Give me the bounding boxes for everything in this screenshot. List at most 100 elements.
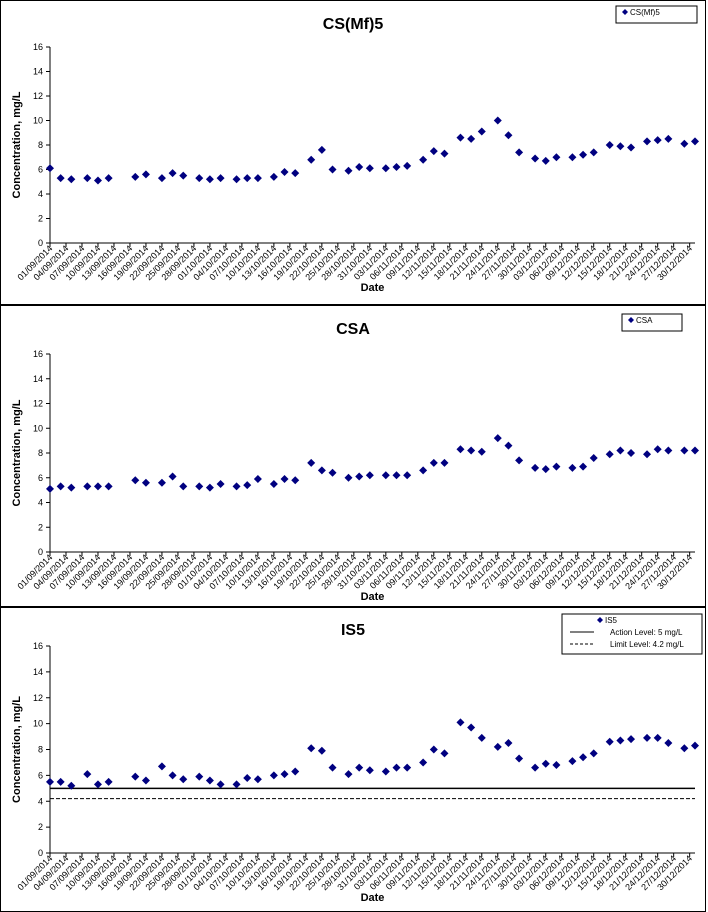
data-point	[179, 171, 188, 180]
data-point	[131, 476, 140, 485]
data-point	[328, 165, 337, 174]
data-point	[589, 749, 598, 758]
x-axis-label: Date	[361, 591, 385, 603]
data-point	[477, 127, 486, 136]
y-tick-label: 14	[33, 67, 43, 77]
data-point	[504, 739, 513, 748]
y-tick-label: 12	[33, 91, 43, 101]
data-point	[56, 482, 65, 491]
data-point	[381, 164, 390, 173]
data-point	[531, 463, 540, 472]
data-point	[419, 466, 428, 475]
data-point	[291, 169, 300, 178]
data-point	[568, 153, 577, 162]
data-point	[46, 777, 54, 786]
legend-box	[621, 313, 683, 332]
y-axis-label: Concentration, mg/L	[11, 696, 23, 803]
data-point	[579, 462, 588, 471]
data-point	[365, 766, 374, 775]
y-tick-label: 10	[33, 116, 43, 126]
data-point	[515, 456, 524, 465]
legend-box	[615, 5, 698, 24]
data-point	[307, 458, 316, 467]
data-point	[440, 749, 449, 758]
data-point	[328, 468, 337, 477]
data-point	[280, 167, 289, 176]
data-point	[280, 770, 289, 779]
data-point	[552, 462, 561, 471]
x-axis-label: Date	[361, 282, 385, 294]
y-tick-label: 8	[38, 448, 43, 458]
data-point	[157, 174, 166, 183]
y-tick-label: 2	[38, 822, 43, 832]
data-point	[216, 479, 225, 488]
data-point	[456, 133, 465, 142]
legend-label: IS5	[605, 616, 618, 625]
y-tick-label: 4	[38, 189, 43, 199]
data-point	[104, 482, 113, 491]
data-point	[243, 481, 252, 490]
data-point	[253, 775, 262, 784]
data-point	[403, 161, 412, 170]
data-point	[531, 763, 540, 772]
data-point	[131, 772, 140, 781]
y-tick-label: 12	[33, 693, 43, 703]
legend-label: CS(Mf)5	[630, 8, 660, 17]
y-tick-label: 12	[33, 399, 43, 409]
data-point	[541, 759, 550, 768]
data-point	[605, 141, 614, 149]
data-point	[493, 116, 502, 125]
y-tick-label: 0	[38, 848, 43, 858]
data-point	[467, 723, 476, 732]
x-axis-label: Date	[361, 892, 385, 904]
data-point	[232, 175, 241, 184]
data-point	[440, 149, 449, 158]
data-point	[403, 471, 412, 480]
data-point	[317, 466, 326, 475]
data-point	[216, 780, 225, 789]
data-point	[243, 773, 252, 782]
data-point	[83, 174, 92, 183]
data-point	[579, 753, 588, 762]
data-point	[195, 482, 204, 491]
data-point	[157, 478, 166, 487]
y-axis-label: Concentration, mg/L	[11, 91, 23, 198]
data-point	[579, 150, 588, 159]
data-point	[568, 757, 577, 766]
data-point	[205, 776, 214, 785]
data-point	[691, 137, 699, 146]
y-tick-label: 6	[38, 165, 43, 175]
data-point	[664, 739, 673, 748]
data-point	[104, 174, 113, 183]
legend-marker	[597, 617, 603, 623]
data-point	[328, 763, 337, 772]
data-point	[67, 781, 76, 790]
data-point	[477, 447, 486, 456]
data-point	[141, 478, 150, 487]
data-point	[616, 446, 625, 455]
data-point	[627, 735, 636, 744]
data-point	[93, 482, 102, 491]
data-point	[419, 155, 428, 164]
chart-title: IS5	[341, 622, 365, 639]
data-point	[205, 483, 214, 492]
data-point	[195, 772, 204, 781]
data-point	[653, 733, 662, 742]
data-point	[157, 762, 166, 771]
data-point	[691, 446, 699, 455]
data-point	[365, 164, 374, 173]
y-tick-label: 16	[33, 349, 43, 359]
data-point	[605, 450, 614, 459]
data-point	[291, 767, 300, 776]
data-point	[344, 473, 353, 482]
y-tick-label: 0	[38, 547, 43, 557]
data-point	[419, 758, 428, 767]
y-tick-label: 8	[38, 140, 43, 150]
data-point	[392, 471, 401, 480]
y-tick-label: 16	[33, 42, 43, 52]
data-point	[67, 483, 76, 492]
y-axis-label: Concentration, mg/L	[11, 399, 23, 506]
data-point	[46, 164, 54, 173]
